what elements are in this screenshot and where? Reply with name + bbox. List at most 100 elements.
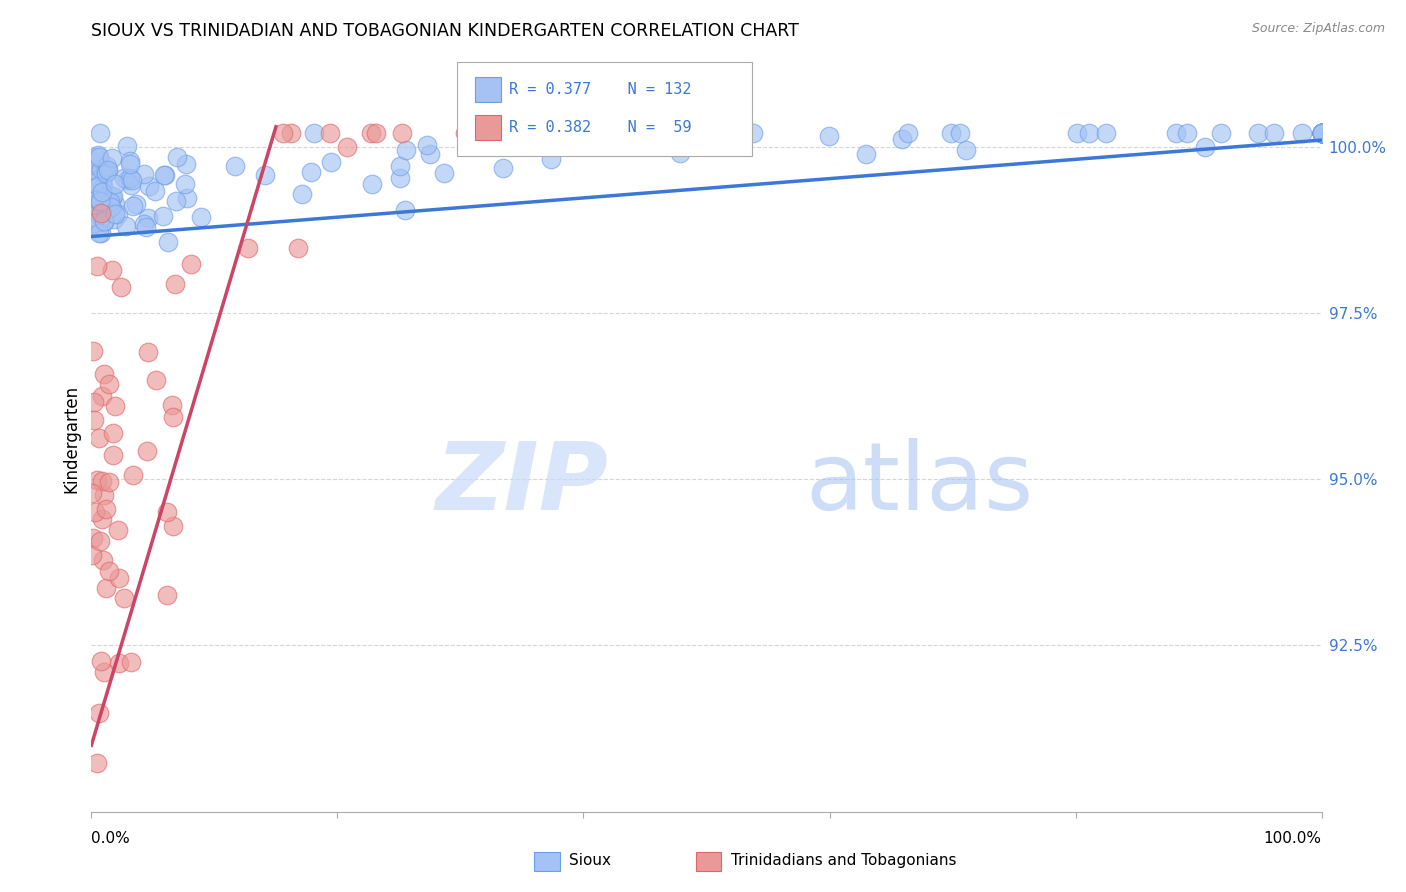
Point: [112, 591, 135, 606]
Point: [93, 213, 115, 227]
Point: [742, 127, 765, 141]
Point: [1310, 127, 1333, 141]
Text: Sioux: Sioux: [569, 854, 612, 868]
Point: [855, 147, 877, 161]
Point: [165, 277, 187, 291]
Point: [174, 157, 197, 171]
Point: [115, 139, 138, 153]
Point: [291, 187, 314, 202]
Point: [100, 151, 122, 165]
Point: [1310, 127, 1333, 141]
Point: [82, 531, 104, 545]
Point: [90, 197, 112, 211]
Point: [82, 549, 104, 563]
Point: [89, 194, 111, 208]
Text: R = 0.377    N = 132: R = 0.377 N = 132: [509, 82, 692, 96]
Point: [91, 179, 114, 194]
Point: [955, 143, 977, 157]
Point: [454, 127, 477, 141]
Point: [1310, 127, 1333, 141]
Point: [87, 208, 110, 222]
Point: [152, 168, 174, 182]
Point: [121, 172, 143, 186]
Point: [394, 202, 416, 217]
Point: [364, 127, 387, 141]
Point: [939, 127, 962, 141]
Point: [89, 150, 111, 164]
Point: [107, 207, 129, 221]
Point: [93, 368, 115, 382]
Point: [84, 175, 107, 189]
Point: [87, 206, 110, 220]
Point: [1166, 127, 1188, 141]
Point: [319, 127, 342, 141]
Point: [94, 165, 117, 179]
Point: [1291, 127, 1313, 141]
Point: [135, 443, 157, 458]
Point: [1310, 127, 1333, 141]
Point: [166, 150, 188, 164]
Point: [224, 159, 246, 173]
Point: [388, 171, 411, 186]
Point: [90, 191, 112, 205]
Point: [84, 185, 107, 199]
Point: [361, 178, 384, 192]
Point: [395, 143, 418, 157]
Point: [1310, 127, 1333, 141]
Point: [82, 169, 104, 184]
Point: [1310, 127, 1333, 141]
Point: [713, 127, 735, 141]
Point: [304, 127, 326, 141]
Point: [336, 140, 359, 154]
Point: [1310, 127, 1333, 141]
Point: [416, 138, 439, 153]
Point: [174, 178, 197, 192]
Point: [80, 486, 103, 500]
Point: [236, 241, 259, 255]
Point: [90, 162, 112, 177]
Point: [124, 197, 146, 211]
Point: [112, 171, 135, 186]
Point: [156, 235, 179, 250]
Point: [82, 343, 104, 358]
Point: [280, 127, 302, 141]
Point: [134, 167, 156, 181]
Point: [103, 212, 125, 227]
Point: [80, 154, 103, 169]
Point: [101, 263, 124, 277]
Point: [176, 191, 198, 205]
Point: [86, 473, 108, 487]
Point: [86, 169, 108, 183]
Point: [90, 653, 112, 667]
Text: R = 0.382    N =  59: R = 0.382 N = 59: [509, 120, 692, 135]
Point: [287, 241, 309, 255]
Point: [136, 211, 159, 225]
Point: [86, 200, 108, 214]
Point: [540, 152, 562, 166]
Point: [86, 756, 108, 770]
Point: [89, 194, 111, 209]
Point: [93, 665, 115, 680]
Point: [1310, 127, 1333, 141]
Point: [391, 127, 413, 141]
Point: [271, 127, 294, 141]
Point: [120, 655, 142, 669]
Point: [1247, 127, 1270, 141]
Point: [83, 216, 105, 230]
Point: [120, 153, 142, 168]
Point: [84, 194, 107, 208]
Point: [492, 161, 515, 176]
Point: [153, 168, 176, 182]
Point: [253, 168, 276, 182]
Point: [949, 127, 972, 141]
Point: [96, 166, 118, 180]
Point: [82, 178, 104, 192]
Point: [83, 150, 105, 164]
Point: [1310, 127, 1333, 141]
Point: [103, 426, 125, 441]
Point: [91, 475, 114, 489]
Point: [93, 214, 115, 228]
Point: [91, 186, 114, 200]
Point: [90, 226, 112, 240]
Text: SIOUX VS TRINIDADIAN AND TOBAGONIAN KINDERGARTEN CORRELATION CHART: SIOUX VS TRINIDADIAN AND TOBAGONIAN KIND…: [91, 22, 799, 40]
